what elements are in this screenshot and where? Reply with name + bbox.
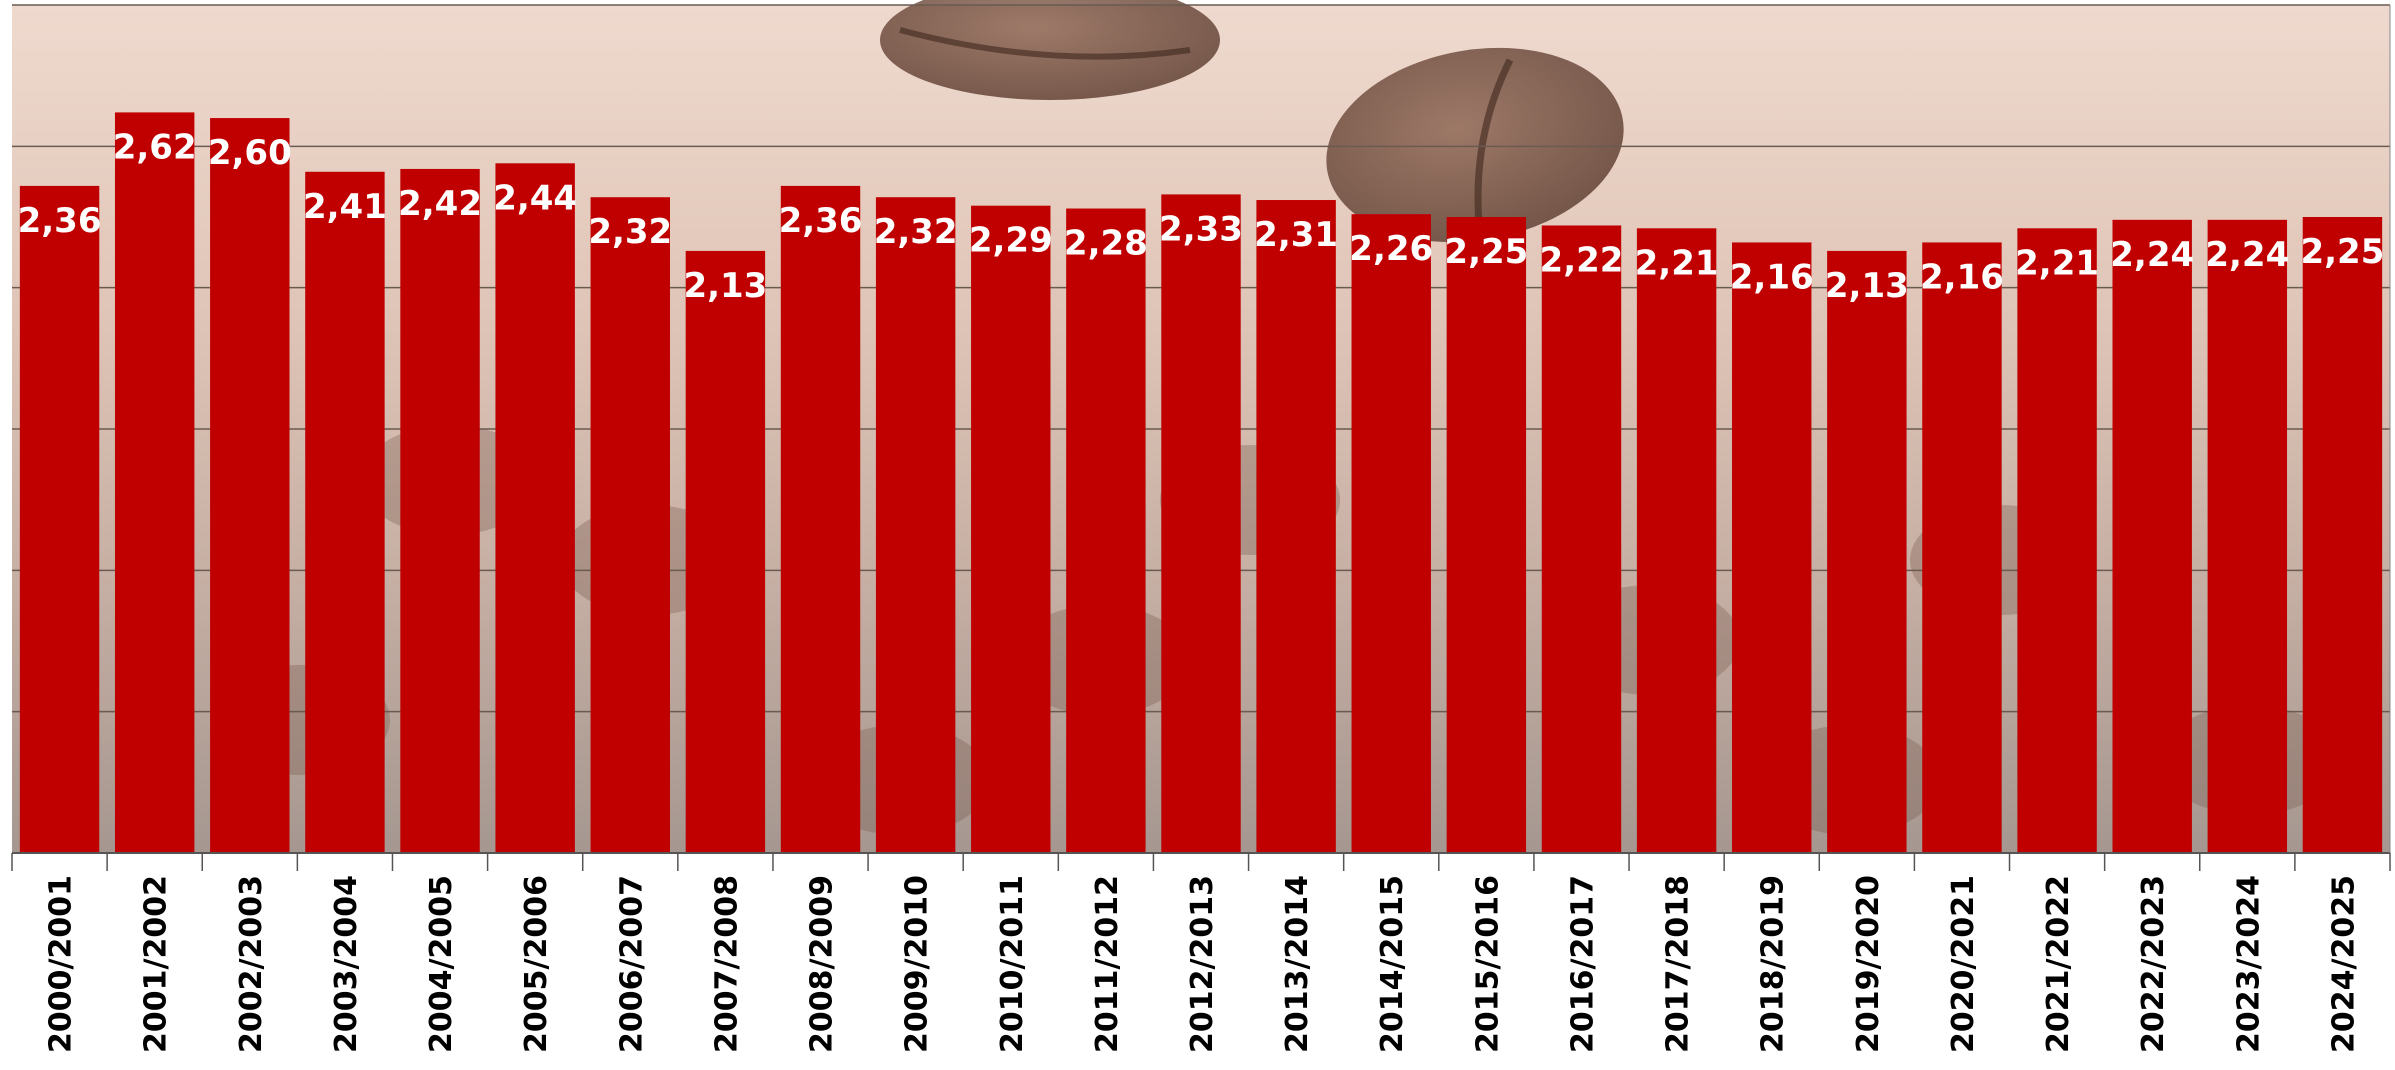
bar bbox=[400, 168, 480, 854]
bar bbox=[1827, 250, 1907, 854]
bar-data-label: 2,41 bbox=[303, 187, 387, 227]
bar-data-label: 2,60 bbox=[208, 133, 292, 173]
bar bbox=[685, 250, 766, 854]
bar-data-label: 2,29 bbox=[969, 221, 1053, 261]
bar bbox=[2112, 219, 2192, 853]
bar bbox=[875, 197, 956, 854]
bar-data-label: 2,28 bbox=[1064, 224, 1148, 264]
bar bbox=[1446, 217, 1527, 853]
bar-data-label: 2,13 bbox=[1825, 266, 1909, 306]
x-tick-label: 2000/2001 bbox=[44, 875, 79, 1053]
bar-data-label: 2,32 bbox=[588, 212, 672, 252]
bar-data-label: 2,24 bbox=[2205, 235, 2289, 275]
x-tick-label: 2010/2011 bbox=[995, 875, 1030, 1053]
x-tick-label: 2016/2017 bbox=[1565, 875, 1600, 1053]
bar bbox=[2302, 217, 2383, 853]
bar bbox=[971, 205, 1051, 853]
bar-data-label: 2,32 bbox=[874, 212, 958, 252]
bar-data-label: 2,16 bbox=[1920, 257, 2004, 297]
bar bbox=[1922, 242, 2002, 853]
bar-data-label: 2,21 bbox=[1635, 243, 1719, 283]
x-tick-label: 2018/2019 bbox=[1756, 875, 1791, 1053]
coffee-bean-image bbox=[1326, 47, 1624, 243]
bar bbox=[590, 197, 670, 854]
bar bbox=[1732, 242, 1812, 853]
bar-data-label: 2,42 bbox=[398, 184, 482, 224]
x-tick-label: 2009/2010 bbox=[900, 875, 935, 1053]
bar-data-label: 2,36 bbox=[18, 201, 102, 241]
bar bbox=[1161, 194, 1241, 854]
x-tick-label: 2019/2020 bbox=[1851, 875, 1886, 1053]
x-axis: 2000/2001 2001/2002 2002/2003 2003/2004 2004… bbox=[11, 852, 2391, 1053]
x-tick-label: 2013/2014 bbox=[1280, 875, 1315, 1053]
x-tick-label: 2008/2009 bbox=[805, 875, 840, 1053]
coffee-bean-image bbox=[880, 0, 1220, 100]
bar-data-label: 2,36 bbox=[779, 201, 863, 241]
x-tick-label: 2015/2016 bbox=[1470, 875, 1505, 1053]
bar-data-label: 2,24 bbox=[2110, 235, 2194, 275]
bar-data-label: 2,13 bbox=[683, 266, 767, 306]
bar bbox=[19, 185, 100, 853]
bar-data-label: 2,44 bbox=[493, 178, 577, 218]
bar bbox=[1066, 208, 1146, 853]
bar-data-label: 2,22 bbox=[1540, 240, 1624, 280]
bars bbox=[19, 112, 2383, 854]
x-tick-label: 2006/2007 bbox=[614, 875, 649, 1053]
x-tick-label: 2017/2018 bbox=[1661, 875, 1696, 1053]
bar-data-label: 2,21 bbox=[2015, 243, 2099, 283]
bar bbox=[2207, 219, 2288, 853]
bar bbox=[1256, 200, 1336, 854]
bar-data-label: 2,16 bbox=[1730, 257, 1814, 297]
bar bbox=[2017, 228, 2097, 854]
x-tick-label: 2023/2024 bbox=[2231, 875, 2266, 1053]
bar bbox=[495, 163, 575, 853]
bar-data-labels: 2,36 2,62 2,60 2,41 2,42 2,44 2,32 2,13 2,36 2,32… bbox=[18, 127, 2385, 306]
x-tick-label: 2003/2004 bbox=[329, 875, 364, 1053]
bar bbox=[1541, 225, 1622, 854]
bar-data-label: 2,26 bbox=[1349, 229, 1433, 269]
x-tick-label: 2021/2022 bbox=[2041, 875, 2076, 1053]
bar-data-label: 2,62 bbox=[113, 127, 197, 167]
bar-data-label: 2,31 bbox=[1254, 215, 1338, 255]
x-tick-label: 2007/2008 bbox=[709, 875, 744, 1053]
bar bbox=[210, 118, 290, 854]
bar bbox=[114, 112, 195, 853]
x-tick-label: 2022/2023 bbox=[2136, 875, 2171, 1053]
x-tick-label: 2024/2025 bbox=[2326, 875, 2361, 1053]
x-tick-label: 2001/2002 bbox=[139, 875, 174, 1053]
bar bbox=[305, 171, 385, 854]
x-tick-label: 2012/2013 bbox=[1185, 875, 1220, 1053]
x-tick-label: 2014/2015 bbox=[1375, 875, 1410, 1053]
x-tick-label: 2020/2021 bbox=[1946, 875, 1981, 1053]
bar-data-label: 2,33 bbox=[1159, 209, 1243, 249]
bar bbox=[1636, 228, 1717, 854]
bar-data-label: 2,25 bbox=[1444, 232, 1528, 272]
x-tick-label: 2002/2003 bbox=[234, 875, 269, 1053]
x-tick-label: 2005/2006 bbox=[519, 875, 554, 1053]
bar bbox=[1351, 214, 1431, 853]
bar-data-label: 2,25 bbox=[2300, 232, 2384, 272]
bar bbox=[780, 185, 861, 853]
x-tick-label: 2011/2012 bbox=[1090, 875, 1125, 1053]
x-tick-label: 2004/2005 bbox=[424, 875, 459, 1053]
